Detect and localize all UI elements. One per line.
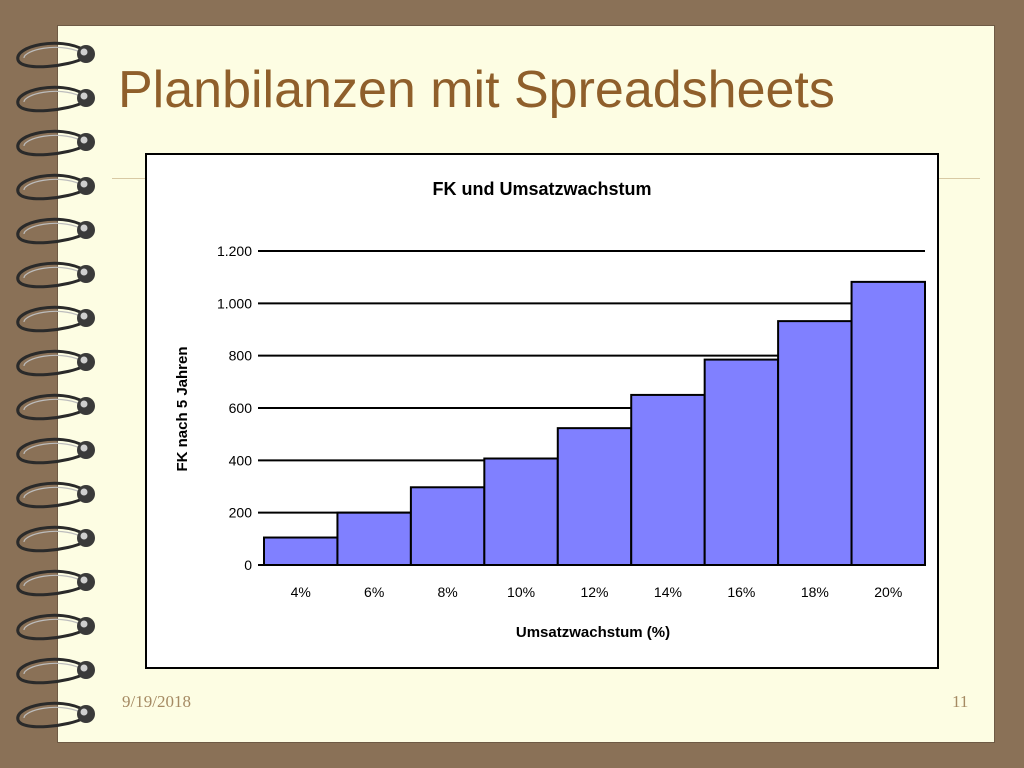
binding-hole-sheen [80,268,88,276]
spiral-ring [16,437,85,465]
spiral-ring [16,173,85,201]
bar [630,393,706,566]
x-tick-label: 4% [291,584,311,600]
spiral-ring [16,701,85,729]
binding-hole-sheen [80,92,88,100]
spiral-ring [16,525,85,553]
chart-container: FK und Umsatzwachstum Umsatzwachstum (%)… [145,153,939,669]
binding-hole-sheen [80,180,88,188]
y-axis-label: FK nach 5 Jahren [174,346,191,471]
binding-hole-sheen [80,708,88,716]
slide-date: 9/19/2018 [122,692,191,711]
spiral-ring [16,129,85,157]
spiral-ring-highlight [23,706,81,719]
binding-hole-sheen [80,620,88,628]
y-tick-label: 200 [229,505,253,521]
spiral-ring [16,349,85,377]
spiral-ring [16,41,85,69]
binding-hole-sheen [80,488,88,496]
x-tick-label: 14% [654,584,682,600]
spiral-ring-highlight [23,46,81,59]
spiral-ring [16,305,85,333]
y-tick-label: 600 [229,400,253,416]
spiral-ring-highlight [23,134,81,147]
spiral-ring-highlight [23,266,81,279]
spiral-ring-highlight [23,574,81,587]
spiral-ring-highlight [23,90,81,103]
spiral-ring-highlight [23,398,81,411]
binding-hole-sheen [80,400,88,408]
bar [850,280,926,566]
bar-chart: FK und Umsatzwachstum Umsatzwachstum (%)… [174,179,926,641]
chart-title: FK und Umsatzwachstum [432,179,651,199]
binding-hole-sheen [80,224,88,232]
spiral-ring-highlight [23,530,81,543]
bar [483,457,559,567]
spiral-ring-highlight [23,618,81,631]
spiral-ring [16,85,85,113]
y-tick-label: 400 [229,452,253,468]
bar [556,427,633,567]
binding-hole-sheen [80,48,88,56]
spiral-ring [16,261,85,289]
bar [263,536,339,566]
bars [258,280,926,567]
spiral-ring [16,217,85,245]
x-tick-label: 6% [364,584,384,600]
spiral-ring-highlight [23,354,81,367]
spiral-ring-highlight [23,486,81,499]
y-tick-label: 0 [244,557,252,573]
y-ticks: 0 200 400 600 800 1.000 1.200 [217,243,252,573]
bar [703,358,780,566]
binding-hole-sheen [80,576,88,584]
y-tick-label: 1.000 [217,295,252,311]
spiral-ring-highlight [23,310,81,323]
bar [336,511,412,566]
y-tick-label: 1.200 [217,243,252,259]
x-tick-label: 18% [801,584,829,600]
spiral-ring [16,393,85,421]
spiral-ring-highlight [23,662,81,675]
spiral-ring-highlight [23,222,81,235]
spiral-ring-highlight [23,442,81,455]
binding-hole-sheen [80,532,88,540]
x-tick-label: 10% [507,584,535,600]
binding-hole-sheen [80,312,88,320]
x-ticks: 4% 6% 8% 10% 12% 14% 16% 18% 20% [291,584,903,600]
binding-hole-sheen [80,356,88,364]
bar [409,486,486,566]
x-tick-label: 12% [580,584,608,600]
binding-hole-sheen [80,444,88,452]
spiral-ring [16,569,85,597]
spiral-ring [16,657,85,685]
spiral-ring [16,481,85,509]
spiral-ring-highlight [23,178,81,191]
spiral-ring [16,613,85,641]
x-tick-label: 8% [437,584,457,600]
slide-title: Planbilanzen mit Spreadsheets [118,61,835,119]
bar [777,320,853,566]
x-tick-label: 16% [727,584,755,600]
x-axis-label: Umsatzwachstum (%) [516,624,670,641]
binding-hole-sheen [80,664,88,672]
binding-hole-sheen [80,136,88,144]
spiral-binding [16,41,95,729]
y-tick-label: 800 [229,348,253,364]
slide-page-number: 11 [952,692,969,711]
x-tick-label: 20% [874,584,902,600]
